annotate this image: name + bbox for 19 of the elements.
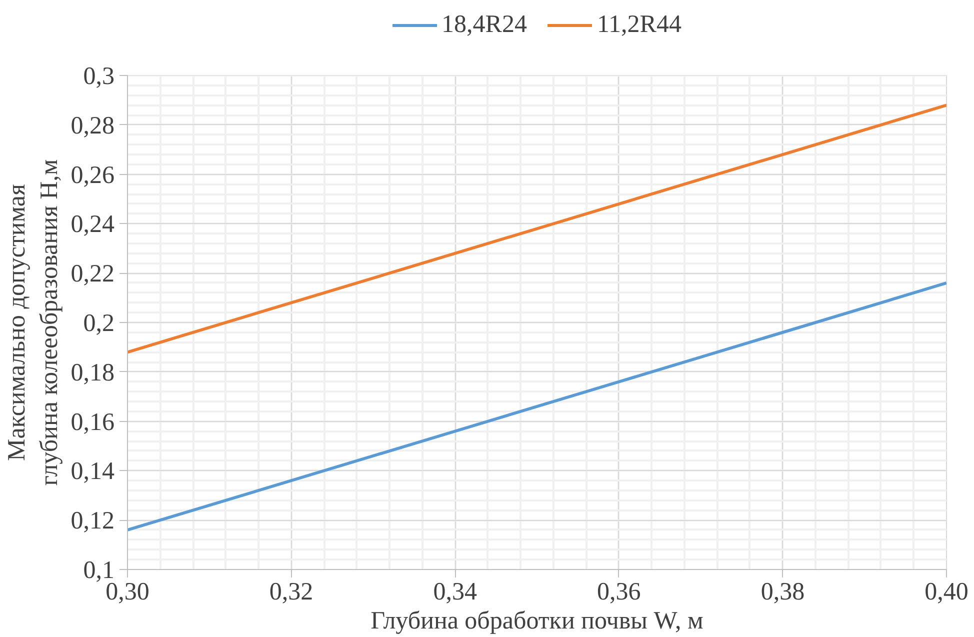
y-tick-label: 0,22 bbox=[70, 260, 114, 288]
y-tick-label: 0,2 bbox=[83, 310, 114, 337]
y-tick-label: 0,18 bbox=[70, 359, 114, 386]
x-tick-label: 0,34 bbox=[433, 578, 478, 606]
legend-label: 18,4R24 bbox=[442, 11, 527, 39]
x-tick-label: 0,36 bbox=[597, 578, 641, 606]
y-tick-label: 0,28 bbox=[70, 112, 114, 140]
y-tick-label: 0,16 bbox=[70, 408, 114, 436]
y-axis-title: Максимально допустимая глубина колееобразования H,м bbox=[3, 159, 63, 486]
y-tick-label: 0,12 bbox=[70, 508, 114, 535]
y-tick-label: 0,24 bbox=[70, 211, 115, 238]
x-tick-label: 0,38 bbox=[760, 578, 805, 606]
x-tick-label: 0,40 bbox=[924, 578, 968, 606]
x-tick-label: 0,32 bbox=[269, 578, 314, 606]
legend-label: 11,2R44 bbox=[596, 11, 682, 39]
y-tick-label: 0,3 bbox=[83, 63, 114, 90]
x-axis-title: Глубина обработки почвы W, м bbox=[370, 608, 704, 634]
y-tick-label: 0,26 bbox=[70, 162, 114, 189]
y-tick-label: 0,14 bbox=[70, 458, 115, 486]
